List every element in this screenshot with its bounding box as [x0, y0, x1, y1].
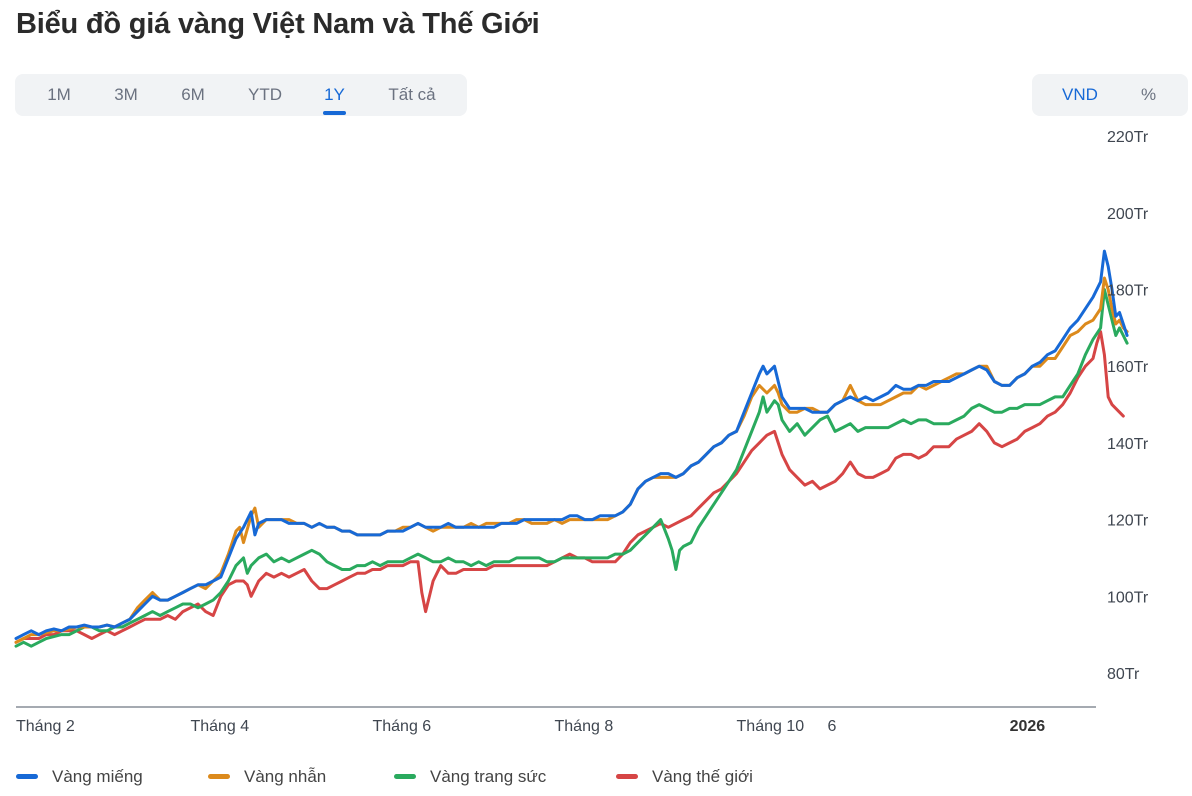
- x-tick-label: Tháng 2: [16, 718, 75, 735]
- unit-percent-option[interactable]: %: [1141, 85, 1157, 104]
- legend-label: Vàng thế giới: [652, 767, 753, 786]
- legend-item-vang-nhan[interactable]: Vàng nhẫn: [208, 762, 326, 792]
- y-axis-labels: 80Tr 100Tr 120Tr 140Tr 160Tr 180Tr 200Tr 220Tr: [1107, 129, 1149, 683]
- tab-1y[interactable]: 1Y: [323, 74, 346, 116]
- x-tick-label: Tháng 6: [372, 718, 431, 735]
- tab-all[interactable]: Tất cả: [388, 85, 436, 104]
- tab-6m[interactable]: 6M: [181, 85, 205, 104]
- legend-swatch-blue: [16, 773, 38, 779]
- chart-title: Biểu đồ giá vàng Việt Nam và Thế Giới: [16, 8, 540, 40]
- legend-item-vang-trang-suc[interactable]: Vàng trang sức: [394, 762, 546, 792]
- legend-swatch-green: [394, 773, 416, 779]
- legend-label: Vàng miếng: [52, 767, 143, 786]
- y-tick-label: 200Tr: [1107, 206, 1149, 223]
- y-tick-label: 100Tr: [1107, 589, 1149, 606]
- unit-toggle: VND %: [1032, 74, 1188, 116]
- y-tick-label: 80Tr: [1107, 666, 1140, 683]
- y-tick-label: 220Tr: [1107, 129, 1149, 146]
- legend-swatch-orange: [208, 773, 230, 779]
- series-line-1[interactable]: [14, 249, 1129, 640]
- x-tick-label: Tháng 4: [190, 718, 249, 735]
- tab-1m[interactable]: 1M: [47, 85, 71, 104]
- unit-vnd-option[interactable]: VND: [1062, 85, 1098, 104]
- legend-swatch-red: [616, 773, 638, 779]
- y-tick-label: 180Tr: [1107, 283, 1149, 300]
- legend-label: Vàng nhẫn: [244, 767, 327, 786]
- y-tick-label: 140Tr: [1107, 436, 1149, 453]
- y-tick-label: 160Tr: [1107, 359, 1149, 376]
- y-tick-label: 120Tr: [1107, 513, 1149, 530]
- time-range-tabs: 1M 3M 6M YTD 1Y Tất cả: [15, 74, 467, 116]
- series-line-2[interactable]: [14, 276, 1129, 644]
- legend-item-vang-mieng[interactable]: Vàng miếng: [16, 762, 143, 792]
- tab-3m[interactable]: 3M: [114, 85, 138, 104]
- x-axis-labels: Tháng 2 Tháng 4 Tháng 6 Tháng 8 Tháng 10 6 202…: [16, 718, 1045, 735]
- series-line-3[interactable]: [14, 288, 1129, 648]
- tab-ytd[interactable]: YTD: [248, 85, 282, 104]
- x-tick-label: 2026: [1010, 718, 1046, 735]
- legend-label: Vàng trang sức: [430, 767, 547, 786]
- x-tick-label: 6: [828, 718, 837, 735]
- series-lines: [14, 249, 1129, 648]
- x-tick-label: Tháng 10: [737, 718, 805, 735]
- gold-price-chart[interactable]: 80Tr100Tr120Tr140Tr160Tr180Tr200Tr220Tr …: [0, 125, 1192, 740]
- series-line-4[interactable]: [14, 330, 1125, 644]
- x-tick-label: Tháng 8: [555, 718, 614, 735]
- legend-item-vang-the-gioi[interactable]: Vàng thế giới: [616, 762, 753, 792]
